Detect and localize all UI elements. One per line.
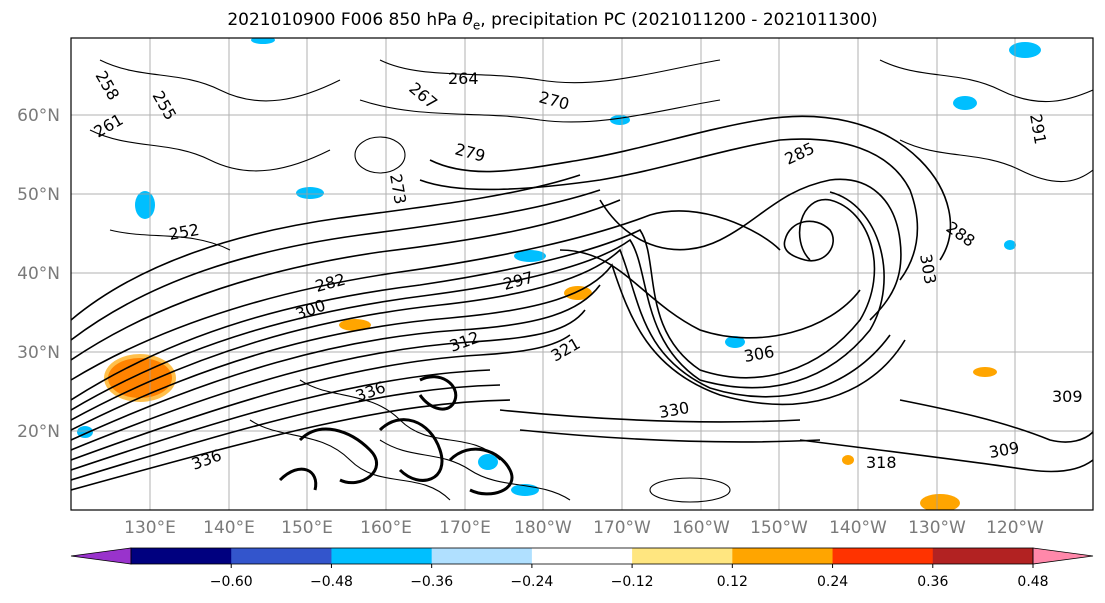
- colorbar-tick-label: −0.60: [210, 574, 253, 590]
- lon-tick-label: 150°W: [750, 518, 808, 538]
- colorbar-segment: [531, 548, 633, 564]
- colorbar-tick-label: 0.48: [1017, 574, 1048, 590]
- precip-blob: [339, 319, 371, 331]
- colorbar-segment: [732, 548, 834, 564]
- lon-tick-label: 180°W: [514, 518, 572, 538]
- colorbar-extend-max: [1032, 547, 1094, 565]
- colorbar-extend-min: [70, 547, 132, 565]
- colorbar-tick-label: −0.24: [510, 574, 553, 590]
- colorbar-segment: [632, 548, 733, 564]
- precip-blob: [842, 455, 854, 465]
- contour-label: 309: [1052, 387, 1083, 406]
- precip-blob: [564, 286, 592, 300]
- lon-tick-label: 170°E: [439, 518, 491, 538]
- lat-tick-label: 40°N: [17, 264, 60, 284]
- lon-tick-label: 160°E: [360, 518, 412, 538]
- colorbar-frame: [130, 547, 1034, 565]
- lat-tick-label: 20°N: [17, 422, 60, 442]
- colorbar: [70, 547, 1094, 565]
- colorbar-segment: [832, 548, 934, 564]
- precip-blob: [296, 187, 324, 199]
- colorbar-tick-label: −0.48: [310, 574, 353, 590]
- colorbar-tick-label: −0.12: [611, 574, 654, 590]
- precip-blob: [725, 336, 745, 348]
- lon-tick-label: 170°W: [593, 518, 651, 538]
- colorbar-labels: −0.60 −0.48 −0.36 −0.24 −0.12 0.12 0.24 0.36 0.4…: [210, 564, 1049, 590]
- colorbar-segment: [231, 548, 332, 564]
- precip-blob: [1009, 42, 1041, 58]
- colorbar-tick-label: −0.36: [410, 574, 453, 590]
- colorbar-tick-label: 0.24: [817, 574, 848, 590]
- lon-tick-label: 130°E: [124, 518, 176, 538]
- lon-tick-label: 120°W: [986, 518, 1044, 538]
- colorbar-segment: [431, 548, 533, 564]
- contour-label: 318: [866, 453, 897, 472]
- contour-label: 264: [448, 69, 479, 88]
- map-content: [71, 38, 1093, 510]
- lon-tick-label: 160°W: [672, 518, 730, 538]
- precip-blob: [920, 494, 960, 510]
- colorbar-tick-label: 0.12: [717, 574, 748, 590]
- lat-tick-label: 30°N: [17, 343, 60, 363]
- colorbar-segment: [331, 548, 433, 564]
- lat-tick-label: 50°N: [17, 185, 60, 205]
- longitude-axis: 130°E 140°E 150°E 160°E 170°E 180°W 170°…: [124, 518, 1044, 538]
- precip-blob: [953, 96, 977, 110]
- lon-tick-label: 140°W: [829, 518, 887, 538]
- lon-tick-label: 130°W: [908, 518, 966, 538]
- lon-tick-label: 140°E: [203, 518, 255, 538]
- precip-blob: [478, 454, 498, 470]
- precip-blob: [973, 367, 997, 377]
- precip-blob: [514, 250, 546, 262]
- lat-tick-label: 60°N: [17, 106, 60, 126]
- tropical-contours: [278, 375, 514, 496]
- precip-blob: [610, 115, 630, 125]
- theta-e-contours: [71, 59, 1093, 503]
- chart-title: 2021010900 F006 850 hPa θe, precipitatio…: [227, 10, 878, 33]
- colorbar-segment: [131, 548, 232, 564]
- precip-blob: [1004, 240, 1016, 250]
- lon-tick-label: 150°E: [281, 518, 333, 538]
- colorbar-tick-label: 0.36: [917, 574, 948, 590]
- map-frame: [70, 37, 1094, 511]
- latitude-axis: 60°N 50°N 40°N 30°N 20°N: [17, 106, 60, 442]
- precip-blob: [135, 191, 155, 219]
- precip-blob: [251, 38, 275, 44]
- colorbar-segment: [932, 548, 1034, 564]
